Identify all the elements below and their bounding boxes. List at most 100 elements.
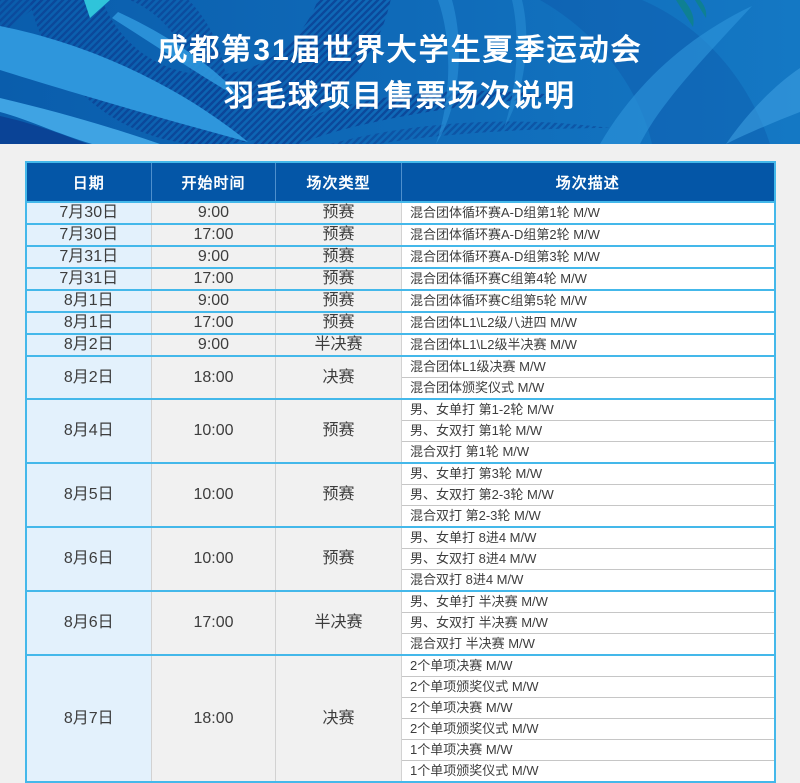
table-row: 7月30日 17:00 预赛 混合团体循环赛A-D组第2轮 M/W bbox=[25, 223, 775, 246]
table-row: 8月6日 17:00 半决赛 男、女单打 半决赛 M/W bbox=[25, 590, 775, 655]
table-row: 混合双打 8进4 M/W bbox=[26, 569, 775, 591]
start-time-cell: 18:00 bbox=[151, 355, 276, 399]
session-type-cell: 决赛 bbox=[275, 654, 402, 782]
start-time-cell: 9:00 bbox=[151, 201, 276, 224]
description-cell: 混合团体循环赛A-D组第3轮 M/W bbox=[401, 245, 775, 268]
date-cell: 8月1日 bbox=[25, 311, 152, 334]
start-time-cell: 18:00 bbox=[151, 654, 276, 782]
col-header-session-type: 场次类型 bbox=[275, 162, 402, 202]
start-time-cell: 17:00 bbox=[151, 223, 276, 246]
session-type-cell: 决赛 bbox=[275, 355, 402, 399]
session-type-cell: 半决赛 bbox=[275, 590, 402, 655]
schedule-table-header: 日期 开始时间 场次类型 场次描述 bbox=[25, 162, 775, 202]
date-cell: 8月5日 bbox=[25, 462, 152, 527]
description-cell: 混合团体循环赛A-D组第1轮 M/W bbox=[401, 201, 775, 224]
table-row: 2个单项颁奖仪式 M/W bbox=[26, 718, 775, 740]
page-title-line2: 羽毛球项目售票场次说明 bbox=[224, 79, 576, 113]
table-row: 8月2日 18:00 决赛 混合团体L1级决赛 M/W bbox=[25, 355, 775, 399]
description-cell: 男、女双打 第1轮 M/W bbox=[401, 420, 775, 442]
description-cell: 2个单项决赛 M/W bbox=[401, 697, 775, 719]
table-row: 8月4日 10:00 预赛 男、女单打 第1-2轮 M/W bbox=[25, 398, 775, 463]
table-row: 7月30日 9:00 预赛 混合团体循环赛A-D组第1轮 M/W bbox=[25, 201, 775, 224]
start-time-cell: 17:00 bbox=[151, 267, 276, 290]
start-time-cell: 17:00 bbox=[151, 590, 276, 655]
description-cell: 1个单项决赛 M/W bbox=[401, 739, 775, 761]
table-row: 混合团体颁奖仪式 M/W bbox=[26, 377, 775, 399]
session-type-cell: 预赛 bbox=[275, 526, 402, 591]
start-time-cell: 17:00 bbox=[151, 311, 276, 334]
start-time-cell: 9:00 bbox=[151, 289, 276, 312]
description-cell: 混合双打 第2-3轮 M/W bbox=[401, 505, 775, 527]
session-type-cell: 半决赛 bbox=[275, 333, 402, 356]
banner-artwork-icon bbox=[0, 0, 800, 144]
start-time-cell: 9:00 bbox=[151, 333, 276, 356]
table-row: 男、女双打 第1轮 M/W bbox=[26, 420, 775, 442]
table-row: 7月31日 17:00 预赛 混合团体循环赛C组第4轮 M/W bbox=[25, 267, 775, 290]
table-row: 8月7日 18:00 决赛 2个单项决赛 M/W bbox=[25, 654, 775, 782]
table-row: 男、女双打 半决赛 M/W bbox=[26, 612, 775, 634]
start-time-cell: 10:00 bbox=[151, 398, 276, 463]
session-type-cell: 预赛 bbox=[275, 201, 402, 224]
date-cell: 8月6日 bbox=[25, 590, 152, 655]
session-type-cell: 预赛 bbox=[275, 223, 402, 246]
schedule-table-container: 日期 开始时间 场次类型 场次描述 7月30日 9:00 预赛 混合团体循环赛A-D组… bbox=[24, 161, 776, 783]
table-row: 男、女双打 第2-3轮 M/W bbox=[26, 484, 775, 506]
description-cell: 男、女双打 8进4 M/W bbox=[401, 548, 775, 570]
table-row: 2个单项颁奖仪式 M/W bbox=[26, 676, 775, 698]
date-cell: 8月2日 bbox=[25, 355, 152, 399]
session-type-cell: 预赛 bbox=[275, 267, 402, 290]
table-row: 7月31日 9:00 预赛 混合团体循环赛A-D组第3轮 M/W bbox=[25, 245, 775, 268]
date-cell: 7月30日 bbox=[25, 201, 152, 224]
date-cell: 8月6日 bbox=[25, 526, 152, 591]
description-cell: 混合团体循环赛C组第5轮 M/W bbox=[401, 289, 775, 312]
start-time-cell: 9:00 bbox=[151, 245, 276, 268]
description-cell: 混合双打 第1轮 M/W bbox=[401, 441, 775, 463]
date-cell: 7月31日 bbox=[25, 267, 152, 290]
description-cell: 男、女单打 第1-2轮 M/W bbox=[401, 398, 775, 421]
table-row: 2个单项决赛 M/W bbox=[26, 697, 775, 719]
description-cell: 混合团体L1级决赛 M/W bbox=[401, 355, 775, 378]
table-row: 混合双打 第2-3轮 M/W bbox=[26, 505, 775, 527]
description-cell: 混合团体L1\L2级八进四 M/W bbox=[401, 311, 775, 334]
start-time-cell: 10:00 bbox=[151, 462, 276, 527]
session-type-cell: 预赛 bbox=[275, 311, 402, 334]
date-cell: 8月4日 bbox=[25, 398, 152, 463]
description-cell: 混合双打 8进4 M/W bbox=[401, 569, 775, 591]
description-cell: 男、女双打 第2-3轮 M/W bbox=[401, 484, 775, 506]
table-row: 混合双打 第1轮 M/W bbox=[26, 441, 775, 463]
col-header-date: 日期 bbox=[25, 162, 152, 202]
schedule-table-body: 7月30日 9:00 预赛 混合团体循环赛A-D组第1轮 M/W 7月30日 17:00 预… bbox=[25, 201, 775, 782]
description-cell: 混合团体循环赛A-D组第2轮 M/W bbox=[401, 223, 775, 246]
date-cell: 8月2日 bbox=[25, 333, 152, 356]
schedule-table: 日期 开始时间 场次类型 场次描述 7月30日 9:00 预赛 混合团体循环赛A-D组… bbox=[24, 161, 776, 783]
page-title-line1: 成都第31届世界大学生夏季运动会 bbox=[157, 33, 643, 67]
table-row: 混合双打 半决赛 M/W bbox=[26, 633, 775, 655]
description-cell: 混合团体颁奖仪式 M/W bbox=[401, 377, 775, 399]
session-type-cell: 预赛 bbox=[275, 289, 402, 312]
date-cell: 8月1日 bbox=[25, 289, 152, 312]
description-cell: 2个单项颁奖仪式 M/W bbox=[401, 718, 775, 740]
table-row: 8月1日 9:00 预赛 混合团体循环赛C组第5轮 M/W bbox=[25, 289, 775, 312]
header-row: 日期 开始时间 场次类型 场次描述 bbox=[25, 162, 775, 202]
table-row: 男、女双打 8进4 M/W bbox=[26, 548, 775, 570]
description-cell: 混合团体L1\L2级半决赛 M/W bbox=[401, 333, 775, 356]
description-cell: 男、女单打 半决赛 M/W bbox=[401, 590, 775, 613]
session-type-cell: 预赛 bbox=[275, 462, 402, 527]
table-row: 1个单项决赛 M/W bbox=[26, 739, 775, 761]
table-row: 8月1日 17:00 预赛 混合团体L1\L2级八进四 M/W bbox=[25, 311, 775, 334]
description-cell: 男、女双打 半决赛 M/W bbox=[401, 612, 775, 634]
table-row: 8月6日 10:00 预赛 男、女单打 8进4 M/W bbox=[25, 526, 775, 591]
description-cell: 混合团体循环赛C组第4轮 M/W bbox=[401, 267, 775, 290]
start-time-cell: 10:00 bbox=[151, 526, 276, 591]
date-cell: 7月31日 bbox=[25, 245, 152, 268]
col-header-description: 场次描述 bbox=[401, 162, 775, 202]
page-title: 成都第31届世界大学生夏季运动会 羽毛球项目售票场次说明 bbox=[0, 0, 800, 144]
description-cell: 2个单项决赛 M/W bbox=[401, 654, 775, 677]
description-cell: 1个单项颁奖仪式 M/W bbox=[401, 760, 775, 782]
table-row: 8月5日 10:00 预赛 男、女单打 第3轮 M/W bbox=[25, 462, 775, 527]
description-cell: 男、女单打 8进4 M/W bbox=[401, 526, 775, 549]
session-type-cell: 预赛 bbox=[275, 245, 402, 268]
col-header-start-time: 开始时间 bbox=[151, 162, 276, 202]
table-row: 8月2日 9:00 半决赛 混合团体L1\L2级半决赛 M/W bbox=[25, 333, 775, 356]
description-cell: 混合双打 半决赛 M/W bbox=[401, 633, 775, 655]
